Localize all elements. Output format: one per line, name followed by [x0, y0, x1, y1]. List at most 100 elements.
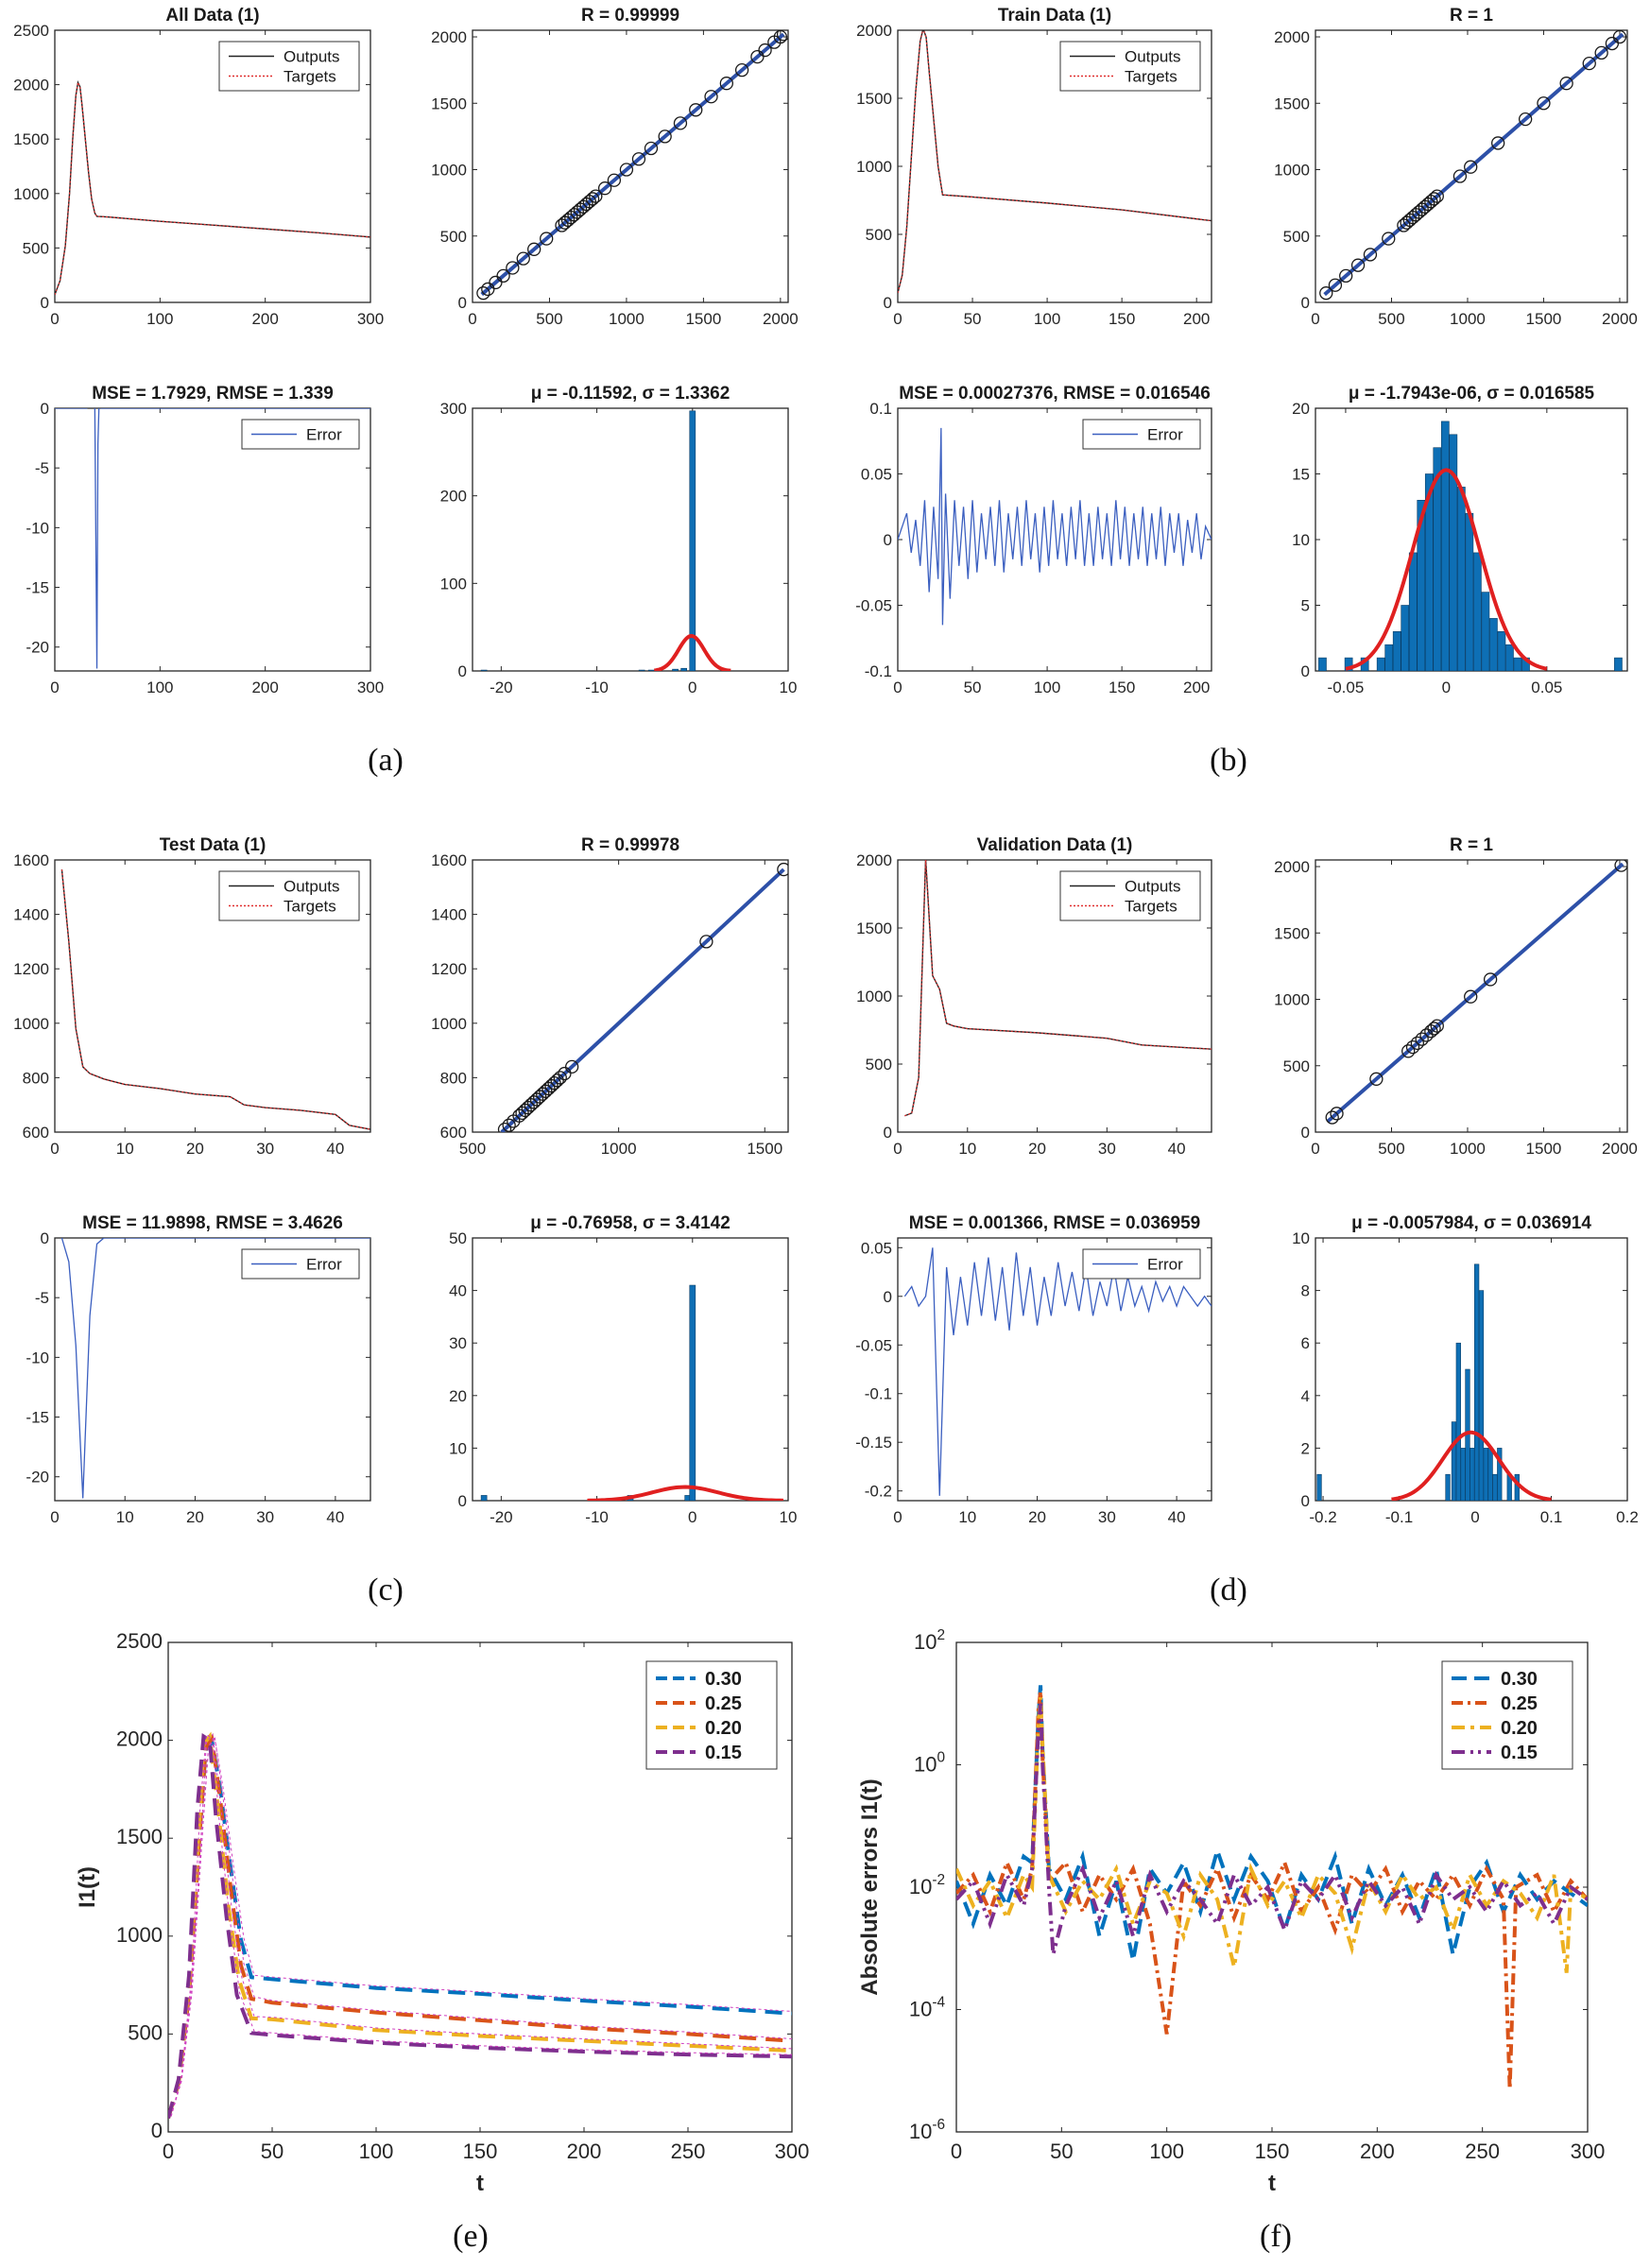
y-tick-label: 1200 [13, 960, 49, 978]
y-tick-label: 1500 [13, 130, 49, 148]
chart-c2: R = 0.99978 500 1000 1500 600 800 1000 1200 1400… [431, 835, 789, 1158]
legend-label: 0.30 [705, 1669, 742, 1690]
plot-area [904, 860, 1212, 1117]
y-tick-label: 1500 [1274, 924, 1310, 942]
data-point [1427, 1022, 1441, 1036]
y-tick-exponent: -6 [932, 2117, 945, 2133]
y-tick-exponent: 0 [937, 1750, 945, 1766]
hist-bar [1451, 1421, 1457, 1501]
hist-bar [680, 667, 688, 671]
hist-bar [1474, 1263, 1480, 1501]
hist-bar [1460, 1448, 1466, 1501]
x-tick-label: 1000 [1450, 1140, 1486, 1158]
y-tick-label: 0 [884, 1124, 892, 1142]
legend: Outputs Targets [218, 41, 360, 92]
chart-e: 0 50 100 150 200 250 300 0 500 1000 1500 2000 2500 0.… [75, 1629, 809, 2196]
data-point [1559, 77, 1573, 91]
x-tick-label: 0 [1311, 310, 1319, 328]
series-line-targets [55, 80, 370, 296]
x-tick-label: 0.2 [1616, 1508, 1639, 1526]
y-tick-label: 0.1 [869, 400, 892, 418]
hist-bar [647, 669, 655, 671]
data-point [550, 1074, 564, 1088]
y-tick-label: 0 [41, 1229, 49, 1247]
x-tick-label: 150 [1109, 310, 1135, 328]
plot-area [497, 862, 788, 1132]
y-tick-label: 1400 [431, 906, 467, 924]
x-tick-label: 100 [146, 679, 173, 696]
y-tick-label: 1500 [1274, 94, 1310, 112]
x-tick-label: 500 [1378, 310, 1404, 328]
x-tick-label: 200 [567, 2139, 602, 2163]
data-point [607, 173, 622, 187]
series-line-020 [956, 1697, 1588, 1973]
legend-box [218, 41, 360, 92]
y-tick-label: -5 [35, 459, 49, 477]
data-point [1410, 1036, 1425, 1051]
x-tick-label: 10 [116, 1140, 134, 1158]
chart-title: MSE = 11.9898, RMSE = 3.4626 [82, 1213, 343, 1233]
x-tick-label: 0 [688, 679, 696, 696]
series-line-targets [904, 860, 1212, 1117]
legend-label: Targets [284, 898, 336, 916]
y-tick-label: 800 [23, 1069, 49, 1087]
data-point [619, 163, 634, 177]
y-tick-label: -0.2 [865, 1483, 892, 1501]
series-reference-line [170, 1733, 792, 2117]
y-tick-label: 2000 [13, 77, 49, 94]
y-tick-label: 50 [449, 1229, 467, 1247]
plot-area [480, 1284, 783, 1501]
data-point [1382, 232, 1396, 246]
legend-box [645, 1660, 778, 1770]
data-point [1405, 1040, 1420, 1055]
y-tick-label: 500 [23, 239, 49, 257]
axes-box [472, 407, 789, 672]
x-tick-label: 0 [50, 1508, 59, 1526]
hist-bar [1465, 512, 1474, 671]
y-tick-label: 102 [914, 1627, 945, 1654]
y-tick-label: 2000 [856, 22, 892, 40]
y-tick-label: 1000 [13, 185, 49, 203]
normal-fit-curve [1345, 468, 1548, 671]
data-point [1594, 45, 1608, 60]
y-tick-label: -15 [26, 1409, 49, 1427]
axes-box [472, 859, 789, 1133]
data-point [553, 1071, 567, 1085]
hist-bar [1408, 552, 1418, 671]
data-point [1401, 1044, 1416, 1058]
y-tick-label: 0 [458, 1492, 467, 1510]
y-tick-label: 1200 [431, 960, 467, 978]
y-tick-label: 1600 [13, 851, 49, 869]
chart-b1: Train Data (1)0 50 100 150 20005001000150020… [856, 6, 1212, 328]
x-tick-label: 10 [780, 1508, 798, 1526]
chart-a4: μ = -0.11592, σ = 1.3362-20 -10 0 100100200… [440, 384, 798, 696]
y-tick-label: 8 [1301, 1282, 1310, 1300]
x-tick-label: 1500 [1526, 1140, 1562, 1158]
data-point [644, 141, 659, 156]
y-tick-label: 1500 [116, 1825, 163, 1848]
y-tick-label: -0.1 [865, 662, 892, 680]
chart-d1: Validation Data (1) 0 10 20 30 40 0 500 1000 1500… [856, 835, 1212, 1158]
y-tick-label: 500 [1283, 1057, 1310, 1075]
legend-label: Targets [1125, 898, 1177, 916]
chart-title: R = 1 [1450, 6, 1493, 26]
legend-label: Error [1147, 1256, 1183, 1274]
chart-c3: MSE = 11.9898, RMSE = 3.4626 0 10 20 30 40 -20… [26, 1213, 371, 1526]
chart-d4: μ = -0.0057984, σ = 0.036914 -0.2 -0.1 0 0.1… [1292, 1213, 1639, 1526]
series-reference-line [170, 1737, 792, 2117]
chart-title: Train Data (1) [998, 6, 1111, 26]
x-tick-label: -0.2 [1309, 1508, 1336, 1526]
caption-d: (d) [1210, 1572, 1247, 1607]
x-tick-label: 0 [163, 2139, 174, 2163]
normal-fit-curve [654, 633, 731, 671]
legend-label: 0.15 [1501, 1743, 1538, 1763]
legend-label: Targets [284, 68, 336, 86]
y-tick-label: 2000 [1274, 858, 1310, 876]
legend-label: Error [306, 426, 342, 444]
data-point [1415, 1032, 1429, 1046]
y-tick-exponent: 2 [937, 1627, 945, 1643]
x-tick-label: 30 [256, 1140, 274, 1158]
x-tick-label: 200 [251, 310, 278, 328]
x-axis-label: t [476, 2171, 484, 2196]
